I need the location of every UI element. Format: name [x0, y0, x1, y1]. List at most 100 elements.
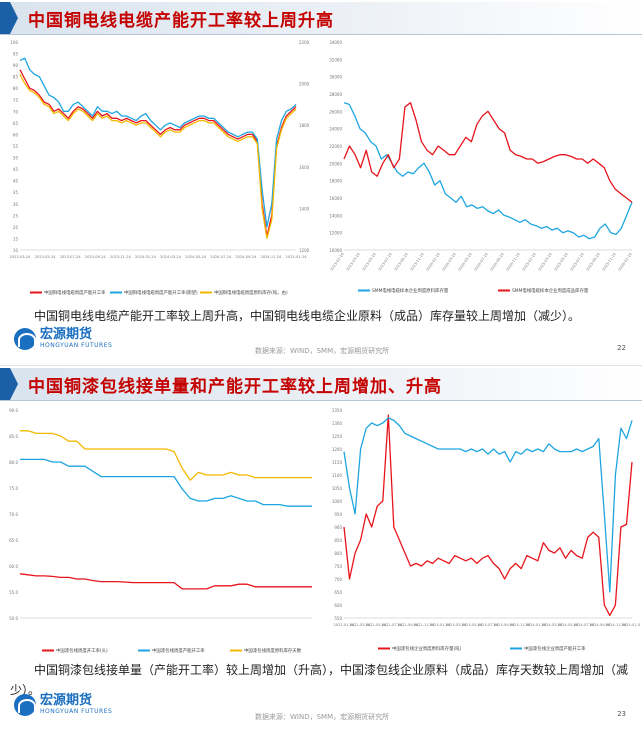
series-line-1: [20, 458, 312, 507]
x-tick-label: 2024-11-16: [506, 252, 522, 272]
y-tick-label: 850: [334, 538, 342, 543]
x-tick-label: 2024-11-24: [260, 255, 282, 259]
series-line-2: [19, 74, 297, 240]
y-tick-label: 800: [334, 551, 342, 556]
y-tick-label: 12000: [329, 231, 342, 236]
series-line-2: [20, 430, 312, 481]
y-tick-label: 80: [13, 86, 19, 91]
y-right-tick-label: 1600: [299, 165, 310, 170]
chart-c2-svg: 34000 32000 30000 28000 26000 24000 22000 20000…: [329, 40, 634, 294]
y-tick-label: 65: [13, 121, 19, 126]
title-accent-icon: [0, 368, 18, 400]
chart-wire-cable-operating-rate: 100 95 90 85 80 75 70 65 60 55 50 45 40 35 30 25 20 15 10 2…: [2, 36, 320, 302]
hongyuan-logo-icon: [14, 328, 36, 350]
x-tick-label: 2023-09-16: [394, 252, 410, 272]
x-tick-label: 2023-05-04: [462, 623, 484, 627]
slide-1: 中国铜电线电缆产能开工率较上周升高 100 95 90 85 80 75 70 65 60 55 5…: [0, 2, 642, 355]
y-tick-label: 30000: [329, 75, 342, 80]
y-tick-label: 28000: [329, 92, 342, 97]
y-tick-label: 25: [13, 213, 19, 218]
x-tick-label: 2025-05-16: [554, 252, 570, 272]
x-tick-label: 2022-05-04: [366, 623, 388, 627]
series-line-1: [19, 57, 297, 228]
slide-1-summary: 中国铜电线电缆产能开工率较上周升高，中国铜电线电缆企业原料（成品）库存量较上周增…: [34, 309, 581, 323]
legend-label-0: 中国漆包线企业周度原料库存量(吨): [392, 645, 462, 652]
y-tick-label: 900: [334, 525, 342, 530]
y-right-tick-label: 2000: [299, 82, 310, 87]
x-tick-label: 2022-09-04: [398, 623, 420, 627]
y-tick-label: 70: [13, 109, 19, 114]
y-tick-label: 90.0: [9, 408, 18, 413]
y-tick-label: 70.0: [9, 512, 18, 517]
hongyuan-logo-icon: [14, 694, 36, 716]
x-tick-label: 2026-01-16: [618, 252, 634, 272]
y-tick-label: 22000: [329, 144, 342, 149]
chart-enameled-wire-orders: 90.0 85.0 80.0 75.0 70.0 65.0 60.0 55.0 50.0 中国漆包…: [2, 402, 320, 658]
x-tick-label: 2025-09-16: [586, 252, 602, 272]
series-line-0: [343, 102, 633, 240]
x-tick-label: 2023-09-24: [85, 255, 107, 259]
y-tick-label: 40: [13, 179, 19, 184]
slide-2-title-bar: 中国铜漆包线接单量和产能开工率较上周增加、升高: [0, 368, 642, 401]
data-source: 数据来源：WIND，SMM，宏源期货研究所: [255, 347, 390, 355]
y-tick-label: 950: [334, 512, 342, 517]
slide-1-title: 中国铜电线电缆产能开工率较上周升高: [28, 11, 334, 31]
x-tick-label: 2024-09-04: [590, 623, 612, 627]
legend-label-0: 中国铜电线电缆周度产能开工率: [44, 289, 106, 296]
x-tick-label: 2023-11-24: [110, 255, 132, 259]
x-tick-label: 2022-01-04: [334, 623, 356, 627]
y-tick-label: 550: [334, 616, 342, 621]
y-tick-label: 1250: [332, 434, 343, 439]
x-tick-label: 2024-03-16: [442, 252, 458, 272]
x-tick-label: 2024-01-04: [526, 623, 548, 627]
x-tick-label: 2024-07-16: [474, 252, 490, 272]
y-tick-label: 1200: [332, 447, 343, 452]
x-tick-label: 2023-09-04: [494, 623, 516, 627]
legend-label-2: 中国漆包线周度原料库存天数: [244, 647, 302, 654]
y-tick-label: 50: [13, 156, 19, 161]
y-tick-label: 75.0: [9, 486, 18, 491]
x-tick-label: 2023-05-16: [362, 252, 378, 272]
x-tick-label: 2023-05-24: [35, 255, 57, 259]
y-tick-label: 85.0: [9, 434, 18, 439]
x-tick-label: 2024-05-24: [185, 255, 207, 259]
logo-name-en: HONGYUAN FUTURES: [40, 708, 113, 715]
y-tick-label: 1000: [332, 499, 343, 504]
series-line-1: [343, 102, 633, 203]
y-tick-label: 26000: [329, 109, 342, 114]
y-tick-label: 45: [13, 167, 19, 172]
y-right-tick-label: 2200: [299, 40, 310, 45]
x-tick-label: 2023-03-24: [10, 255, 32, 259]
x-tick-label: 2025-11-16: [602, 252, 618, 272]
legend-label-1: SMM电线电缆样本企业周度成品库存量: [512, 287, 589, 294]
x-tick-label: 2024-09-24: [235, 255, 257, 259]
x-tick-label: 2024-07-24: [210, 255, 232, 259]
x-tick-label: 2023-07-04: [478, 623, 500, 627]
y-tick-label: 32000: [329, 57, 342, 62]
x-tick-label: 2025-01-04: [622, 623, 640, 627]
x-tick-label: 2024-03-24: [160, 255, 182, 259]
y-right-tick-label: 1400: [299, 206, 310, 211]
logo-name-en: HONGYUAN FUTURES: [40, 342, 113, 349]
y-tick-label: 15: [13, 236, 19, 241]
y-tick-label: 650: [334, 590, 342, 595]
chart-wire-cable-inventory: 34000 32000 30000 28000 26000 24000 22000 20000…: [322, 36, 640, 302]
y-tick-label: 30: [13, 202, 19, 207]
y-tick-label: 34000: [329, 40, 342, 45]
series-line-0: [19, 69, 297, 237]
page-number: 23: [617, 710, 626, 718]
y-right-tick-label: 1800: [299, 123, 310, 128]
y-tick-label: 16000: [329, 196, 342, 201]
y-tick-label: 1100: [332, 473, 343, 478]
x-tick-label: 2023-03-04: [446, 623, 468, 627]
y-tick-label: 18000: [329, 179, 342, 184]
y-tick-label: 60: [13, 132, 19, 137]
x-tick-label: 2023-11-16: [410, 252, 426, 272]
y-tick-label: 75: [13, 98, 19, 103]
y-tick-label: 100: [10, 40, 18, 45]
x-tick-label: 2023-07-24: [60, 255, 82, 259]
x-tick-label: 2024-11-04: [606, 623, 628, 627]
x-tick-label: 2022-03-04: [350, 623, 372, 627]
x-tick-label: 2024-01-24: [135, 255, 157, 259]
y-tick-label: 35: [13, 190, 19, 195]
